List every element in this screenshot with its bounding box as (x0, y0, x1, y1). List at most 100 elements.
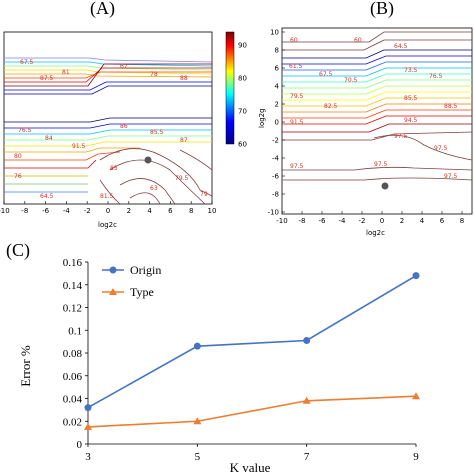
y-tick-label: 2 (275, 101, 279, 109)
x-tick-label: 4 (147, 207, 152, 215)
data-point-type (84, 422, 92, 430)
contour-label: 84 (45, 135, 53, 142)
colorbar-tick-label: 70 (238, 108, 247, 116)
contour-label: 85.5 (404, 95, 418, 102)
x-axis-label-c: K value (230, 460, 271, 474)
x-ticks-a: -10 -8 -6 -4 -2 0 2 4 6 8 10 (0, 201, 216, 215)
contour-label: 64.5 (394, 43, 408, 50)
x-tick-label: 5 (195, 451, 201, 463)
contour-label: 97.5 (434, 145, 448, 152)
chart-c-x-ticks: 3 5 7 9 (85, 444, 419, 463)
x-tick-label: 2 (127, 207, 131, 215)
y-tick-label: 0.06 (63, 371, 83, 383)
y-tick-label: -10 (268, 209, 279, 217)
x-tick-label: 6 (440, 217, 445, 225)
x-tick-label: -8 (299, 217, 306, 225)
panel-a-label: (A) (90, 0, 115, 18)
contour-label: 81 (62, 69, 70, 76)
contour-label: 60 (290, 37, 298, 44)
x-tick-label: 8 (189, 207, 193, 215)
contour-label: 85.5 (150, 129, 164, 136)
contour-label: 67.5 (20, 59, 34, 66)
y-tick-label: 0.08 (63, 348, 83, 360)
contour-label: 97.5 (290, 163, 304, 170)
data-point-origin (412, 272, 420, 280)
contour-lines-b (282, 31, 473, 181)
line-chart-c: 0 0.02 0.04 0.06 0.08 0.1 0.12 0.14 0.16 3 5 7 9 Or… (18, 257, 420, 474)
y-tick-label: 6 (275, 65, 280, 73)
contour-label: 67 (120, 63, 128, 70)
y-tick-label: 0.04 (63, 394, 83, 406)
x-axis-label-a: log2c (98, 221, 117, 229)
contour-label: 80 (14, 153, 22, 160)
contour-label: 70.5 (344, 77, 358, 84)
colorbar-ticks: 90 80 70 60 (238, 42, 247, 149)
x-tick-label: -4 (339, 217, 347, 225)
y-tick-label: 10 (270, 29, 279, 37)
contour-label: 97.5 (394, 133, 408, 140)
y-tick-label: -8 (272, 191, 279, 199)
x-tick-label: 0 (380, 217, 384, 225)
contour-plot-b: 60 60 64.5 61.5 67.5 70.5 73.5 76.5 79.5… (258, 27, 473, 237)
x-tick-label: -4 (63, 207, 71, 215)
x-ticks-b: -10 -8 -6 -4 -2 0 2 4 6 8 (276, 211, 464, 225)
contour-label: 79.5 (290, 93, 304, 100)
y-tick-label: -6 (272, 173, 280, 181)
chart-c-y-ticks: 0 0.02 0.04 0.06 0.08 0.1 0.12 0.14 0.16 (63, 257, 88, 451)
contour-label: 91.5 (72, 143, 86, 150)
contour-label: 73.5 (404, 67, 418, 74)
contour-label: 67.5 (319, 71, 333, 78)
x-tick-label: -10 (276, 217, 287, 225)
colorbar-tick-label: 90 (238, 42, 247, 50)
y-tick-label: 0 (275, 119, 279, 127)
contour-label: 91.5 (290, 119, 304, 126)
x-tick-label: 10 (208, 207, 217, 215)
contour-label: 97.5 (444, 173, 458, 180)
y-tick-label: -4 (272, 155, 280, 163)
contour-label: 61.5 (289, 63, 303, 70)
contour-label: 63 (150, 185, 158, 192)
contour-label: 76.5 (18, 127, 32, 134)
data-point-type (412, 392, 420, 400)
y-tick-label: 8 (275, 47, 279, 55)
colorbar (225, 31, 235, 145)
contour-label: 81.5 (100, 193, 114, 200)
data-point-type (193, 417, 202, 425)
contour-label: 85 (110, 165, 118, 172)
contour-plot-a: 67.5 76.5 87.5 81 84 67 78 88 91.5 86 85… (0, 31, 247, 229)
colorbar-tick-label: 60 (238, 141, 247, 149)
y-tick-label: 4 (275, 83, 280, 91)
plot-b-frame (281, 27, 473, 215)
y-tick-label: 0.12 (63, 303, 82, 315)
contour-label: 64.5 (40, 193, 54, 200)
contour-label: 97.5 (374, 161, 388, 168)
chart-c-series (84, 272, 420, 430)
optimum-point-a (144, 156, 152, 164)
y-tick-label: 0 (77, 439, 83, 451)
x-tick-label: -6 (319, 217, 327, 225)
data-point-origin (84, 404, 92, 412)
x-tick-label: -6 (42, 207, 50, 215)
contour-label: 79.5 (175, 175, 189, 182)
data-point-type (302, 396, 311, 404)
contour-label: 76.5 (429, 73, 443, 80)
contour-labels-b: 60 60 64.5 61.5 67.5 70.5 73.5 76.5 79.5… (289, 37, 458, 180)
x-tick-label: -10 (0, 207, 10, 215)
x-tick-label: -8 (21, 207, 28, 215)
contour-label: 87.5 (40, 75, 54, 82)
x-axis-label-b: log2c (366, 229, 385, 237)
panel-b-label: (B) (370, 0, 394, 18)
contour-label: 60 (354, 37, 362, 44)
y-ticks-b: 10 8 6 4 2 0 -2 -4 -6 -8 -10 (268, 29, 285, 217)
x-tick-label: 6 (168, 207, 173, 215)
data-point-origin (303, 336, 311, 344)
contour-label: 87 (180, 137, 188, 144)
contour-label: 94.5 (404, 117, 418, 124)
y-tick-label: 0.1 (68, 325, 82, 337)
x-tick-label: 7 (304, 451, 310, 463)
x-tick-label: 3 (85, 451, 91, 463)
x-tick-label: 2 (400, 217, 404, 225)
series-line-type (87, 395, 417, 428)
chart-c-legend: Origin Type (102, 263, 161, 299)
contour-label: 82.5 (324, 103, 338, 110)
